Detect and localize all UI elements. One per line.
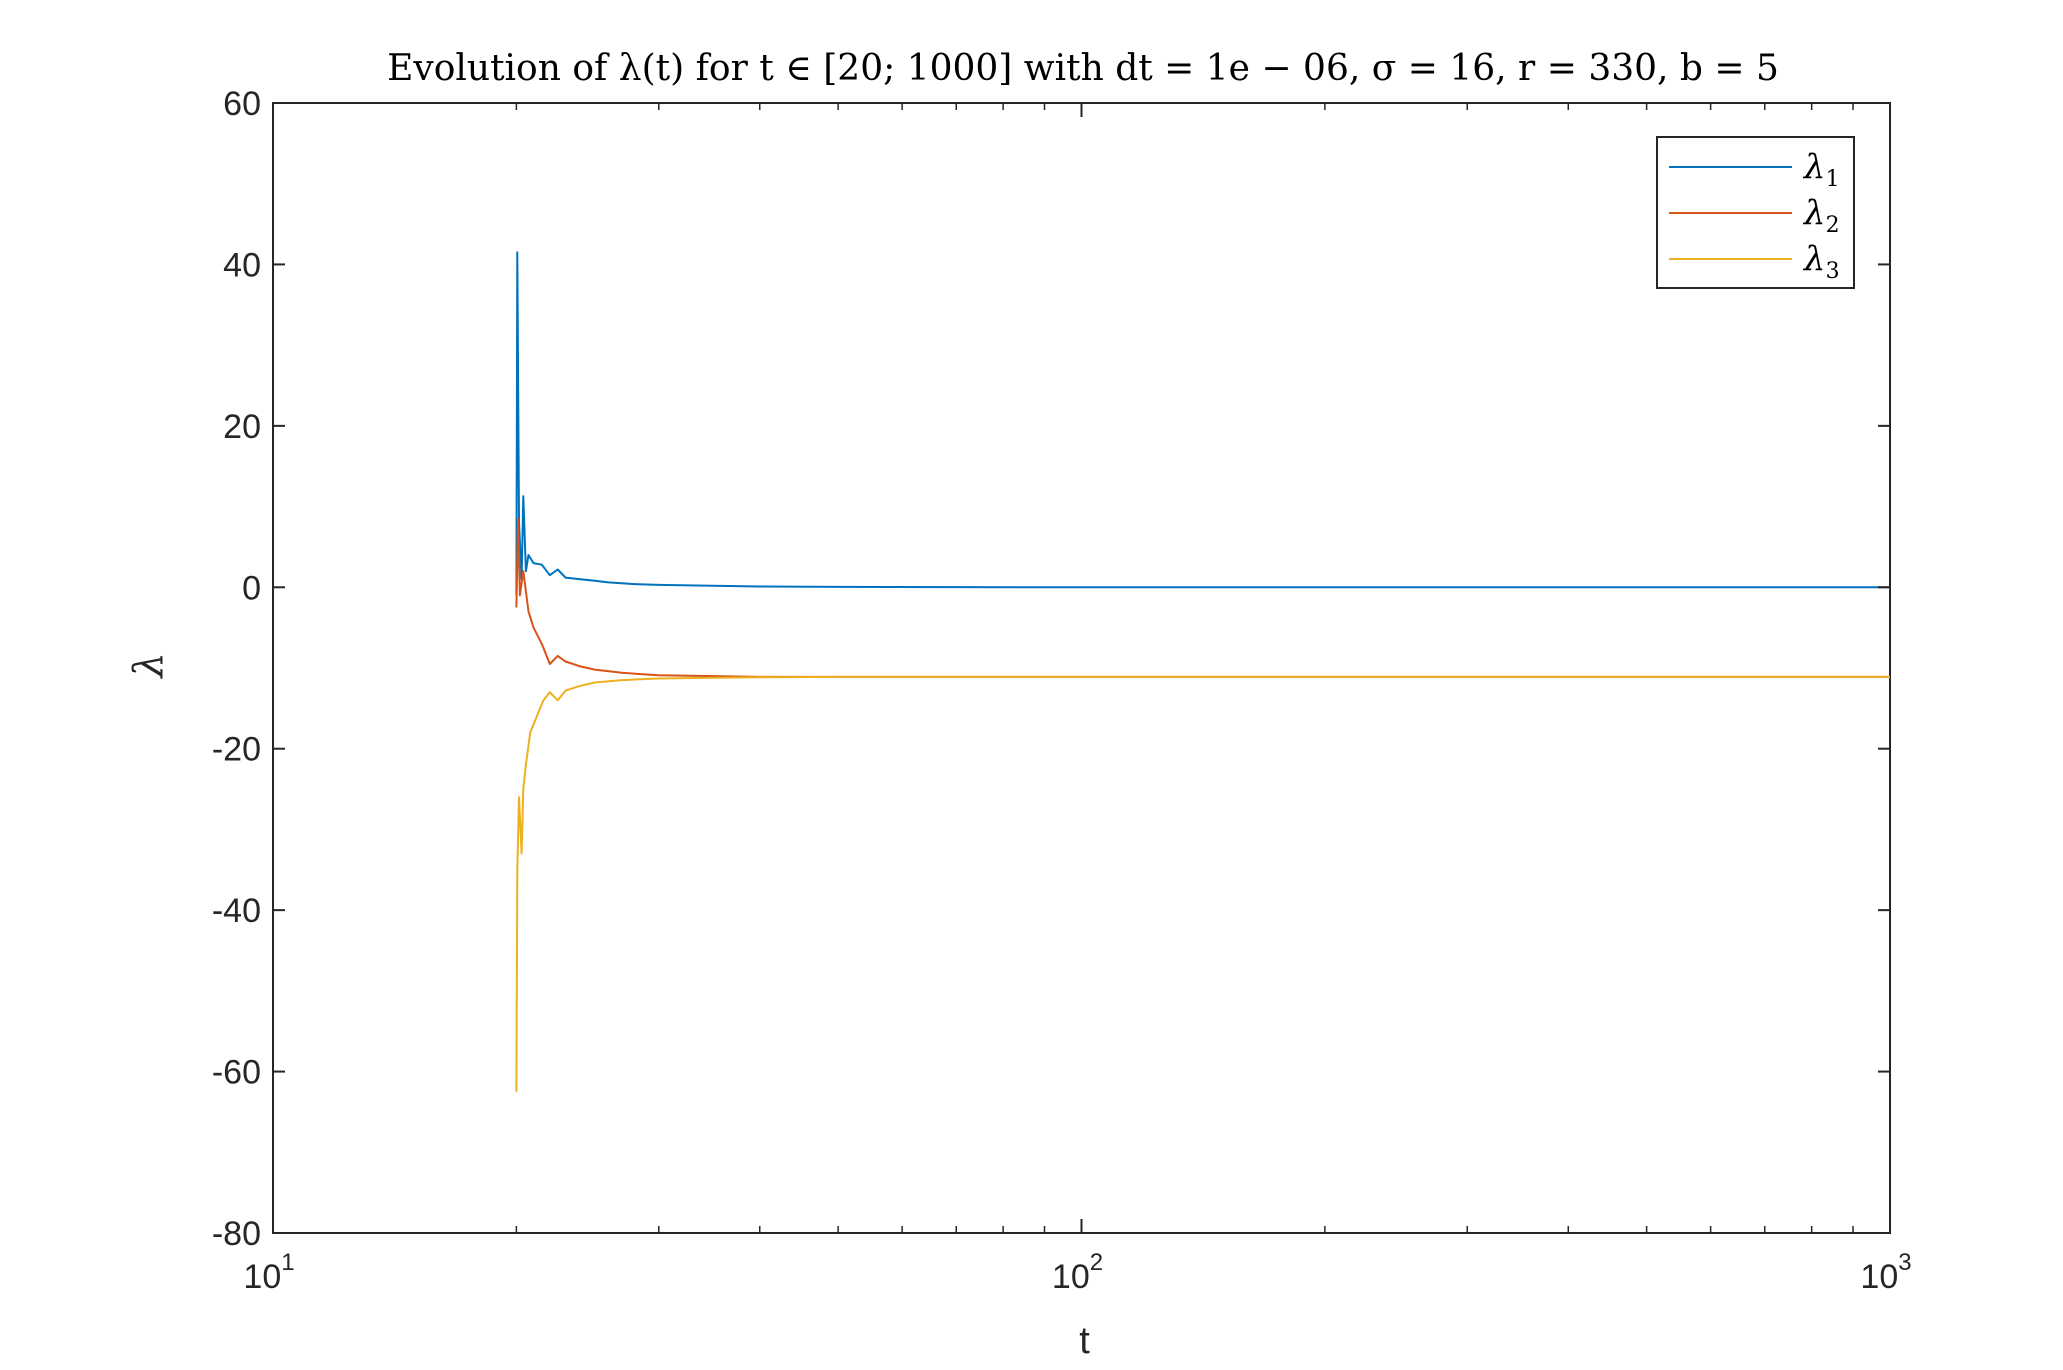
series-layer	[515, 251, 1890, 1092]
y-tick-label: -60	[212, 1054, 261, 1092]
x-axis-label: t	[1079, 1320, 1090, 1362]
x-tick-label: 101	[243, 1249, 294, 1296]
x-tick-exponent: 3	[1898, 1249, 1911, 1276]
legend-subscript: 2	[1826, 213, 1840, 238]
x-tick-exponent: 2	[1090, 1249, 1103, 1276]
legend-label-1: λ1	[1802, 147, 1840, 192]
y-tick-label: 0	[242, 569, 261, 607]
series-line-1	[515, 251, 1890, 596]
y-tick-label: -80	[212, 1215, 261, 1253]
legend-subscript: 1	[1826, 167, 1840, 192]
series-line-3	[515, 675, 1890, 1092]
legend-label-2: λ2	[1802, 193, 1840, 238]
legend-subscript: 3	[1826, 259, 1840, 284]
x-tick-label: 102	[1052, 1249, 1103, 1296]
y-tick-label: -20	[212, 731, 261, 769]
y-tick-label: 60	[223, 85, 261, 123]
y-tick-label: 40	[223, 246, 261, 284]
x-tick-exponent: 1	[281, 1249, 294, 1276]
y-axis-label: λ	[126, 652, 172, 679]
x-tick-label: 103	[1860, 1249, 1911, 1296]
chart-title: Evolution of λ(t) for t ∈ [20; 1000] wit…	[387, 48, 1779, 89]
y-tick-label: -40	[212, 892, 261, 930]
plot-area	[272, 102, 1891, 1234]
y-tick-label: 20	[223, 408, 261, 446]
